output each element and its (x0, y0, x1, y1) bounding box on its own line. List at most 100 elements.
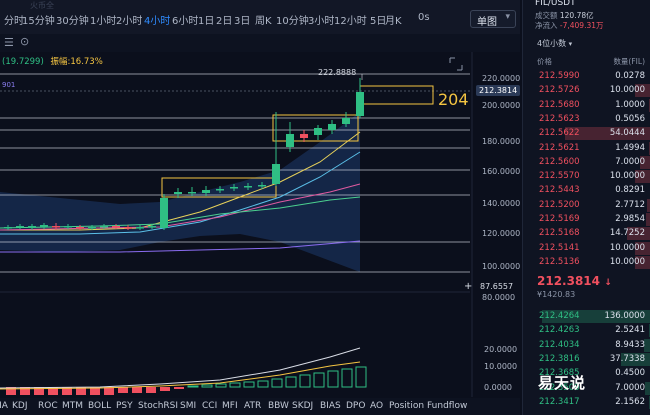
indicator-tab[interactable]: BBW (268, 401, 289, 411)
oscillator-signal-line (0, 361, 361, 390)
indicator-tab[interactable]: MA (0, 401, 8, 411)
ask-row[interactable]: 212.5136 10.0000 (523, 255, 650, 269)
indicator-tab[interactable]: ATR (244, 401, 262, 411)
oscillator-bar (34, 387, 44, 395)
timeframe-tab[interactable]: 分时 (4, 16, 24, 27)
timeframe-tab[interactable]: 15分钟 (22, 16, 55, 27)
bid-row[interactable]: 212.3685 0.4500 (523, 367, 650, 380)
ask-row[interactable]: 212.5726 10.0000 (523, 84, 650, 98)
ask-row[interactable]: 212.5621 1.4994 (523, 141, 650, 155)
ask-row[interactable]: 212.5680 1.0000 (523, 98, 650, 112)
indicator-tab[interactable]: ROC (38, 401, 58, 411)
bid-row[interactable]: 212.4263 2.5241 (523, 324, 650, 338)
depth-select[interactable]: 4位小数 ▾ (537, 39, 573, 48)
indicator-tab[interactable]: BIAS (320, 401, 341, 411)
indicator-tab[interactable]: PSY (116, 401, 133, 411)
ask-row[interactable]: 212.5200 2.7712 (523, 198, 650, 212)
ask-row[interactable]: 212.5168 14.7252 (523, 227, 650, 241)
ask-row[interactable]: 212.5622 54.0444 (523, 127, 650, 141)
ma-line-pink (0, 183, 361, 231)
indicator-tab[interactable]: AO (370, 401, 384, 411)
ask-price: 212.5600 (539, 156, 580, 167)
ask-price: 212.5622 (539, 128, 580, 139)
chart-mode-select[interactable]: 单图 ▾ (470, 10, 516, 28)
settings-icon[interactable]: ⊙ (20, 35, 30, 48)
indicator-tab[interactable]: CCI (202, 401, 218, 411)
ask-price: 212.5200 (539, 199, 580, 210)
timeframe-tab[interactable]: 周K (255, 16, 272, 27)
bid-price: 212.4263 (539, 325, 580, 336)
candle (64, 226, 72, 228)
bid-row[interactable]: 212.4264 136.0000 (523, 310, 650, 323)
timeframe-tab[interactable]: 1小时 (90, 16, 117, 27)
oscillator-bar (215, 383, 227, 388)
ask-price: 212.5169 (539, 214, 580, 224)
timeframe-tab[interactable]: 10分钟 (276, 16, 309, 27)
timeframe-tab[interactable]: 3日 (234, 16, 251, 27)
indicator-tab[interactable]: MTM (62, 401, 84, 411)
ask-row[interactable]: 212.5141 10.0000 (523, 241, 650, 255)
candle (258, 185, 266, 187)
ask-price: 212.5570 (539, 171, 580, 182)
timeframe-tab[interactable]: 1日 (198, 16, 215, 27)
bid-row[interactable]: 212.3417 2.1562 (523, 395, 650, 409)
candlestick-chart[interactable]: + (0, 52, 520, 397)
oscillator-bar (90, 387, 100, 395)
bid-row[interactable]: 212.4034 8.9433 (523, 338, 650, 352)
timeframe-tab[interactable]: 5日 (370, 16, 387, 27)
candle (230, 187, 238, 189)
ask-price: 212.5443 (539, 185, 580, 196)
oscillator-bar (243, 381, 255, 388)
timeframe-tab[interactable]: 2小时 (116, 16, 143, 27)
oscillator-bar (299, 374, 311, 388)
ask-row[interactable]: 212.5623 0.5056 (523, 113, 650, 126)
timeframe-tab[interactable]: 6小时 (172, 16, 199, 27)
oscillator-bar (62, 387, 72, 395)
candle (202, 190, 210, 193)
timeframe-tab[interactable]: 3小时 (308, 16, 335, 27)
ask-row[interactable]: 212.5443 0.8291 (523, 184, 650, 198)
candle (100, 226, 108, 228)
indicator-tab[interactable]: SKDJ (292, 401, 314, 411)
indicator-tab[interactable]: Fundflow (427, 401, 468, 411)
candle (76, 227, 84, 229)
timeframe-tab[interactable]: 2日 (216, 16, 233, 27)
oscillator-bar (327, 370, 339, 388)
expand-icon[interactable] (449, 57, 463, 71)
y-axis-label: 140.0000 (482, 199, 521, 208)
y-axis-label: 160.0000 (482, 167, 521, 176)
oscillator-bar (160, 387, 170, 391)
timeframe-tab[interactable]: 12小时 (334, 16, 367, 27)
ask-row[interactable]: 212.5600 7.0000 (523, 155, 650, 169)
oscillator-bar (313, 372, 325, 388)
candle (272, 164, 280, 184)
ask-row[interactable]: 212.5990 0.0278 (523, 70, 650, 83)
ask-qty: 2.9854 (615, 214, 645, 224)
timeframe-tab[interactable]: 月K (385, 16, 402, 27)
candle (148, 226, 156, 228)
chart-mode-label: 单图 (477, 17, 497, 28)
candle (300, 134, 308, 138)
current-price-tag: 212.3814 (476, 85, 521, 96)
ask-row[interactable]: 212.5169 2.9854 (523, 213, 650, 226)
menu-icon[interactable]: ☰ (4, 36, 14, 49)
add-icon[interactable]: + (464, 281, 472, 292)
indicator-tab[interactable]: KDJ (12, 401, 28, 411)
timeframe-tab[interactable]: 30分钟 (56, 16, 89, 27)
indicator-tab[interactable]: SMI (180, 401, 197, 411)
candle (124, 227, 132, 229)
y-axis-label: 180.0000 (482, 137, 521, 146)
timeframe-tab[interactable]: 0s (418, 12, 430, 23)
indicator-tab[interactable]: StochRSI (138, 401, 179, 411)
indicator-tab[interactable]: MFI (222, 401, 238, 411)
indicator-tab[interactable]: Position (389, 401, 425, 411)
timeframe-tab[interactable]: 4小时 (144, 16, 171, 27)
bid-row[interactable]: 212.3816 37.7338 (523, 352, 650, 366)
last-price: 212.3814 ↓ (537, 274, 612, 288)
indicator-tab[interactable]: BOLL (88, 401, 112, 411)
ask-qty: 0.5056 (615, 113, 645, 124)
ask-row[interactable]: 212.5570 10.0000 (523, 170, 650, 184)
bid-row[interactable]: 212.3500 7.0000 (523, 381, 650, 395)
indicator-tab[interactable]: DPO (346, 401, 366, 411)
sub-axis-label: 0.0000 (484, 383, 512, 392)
